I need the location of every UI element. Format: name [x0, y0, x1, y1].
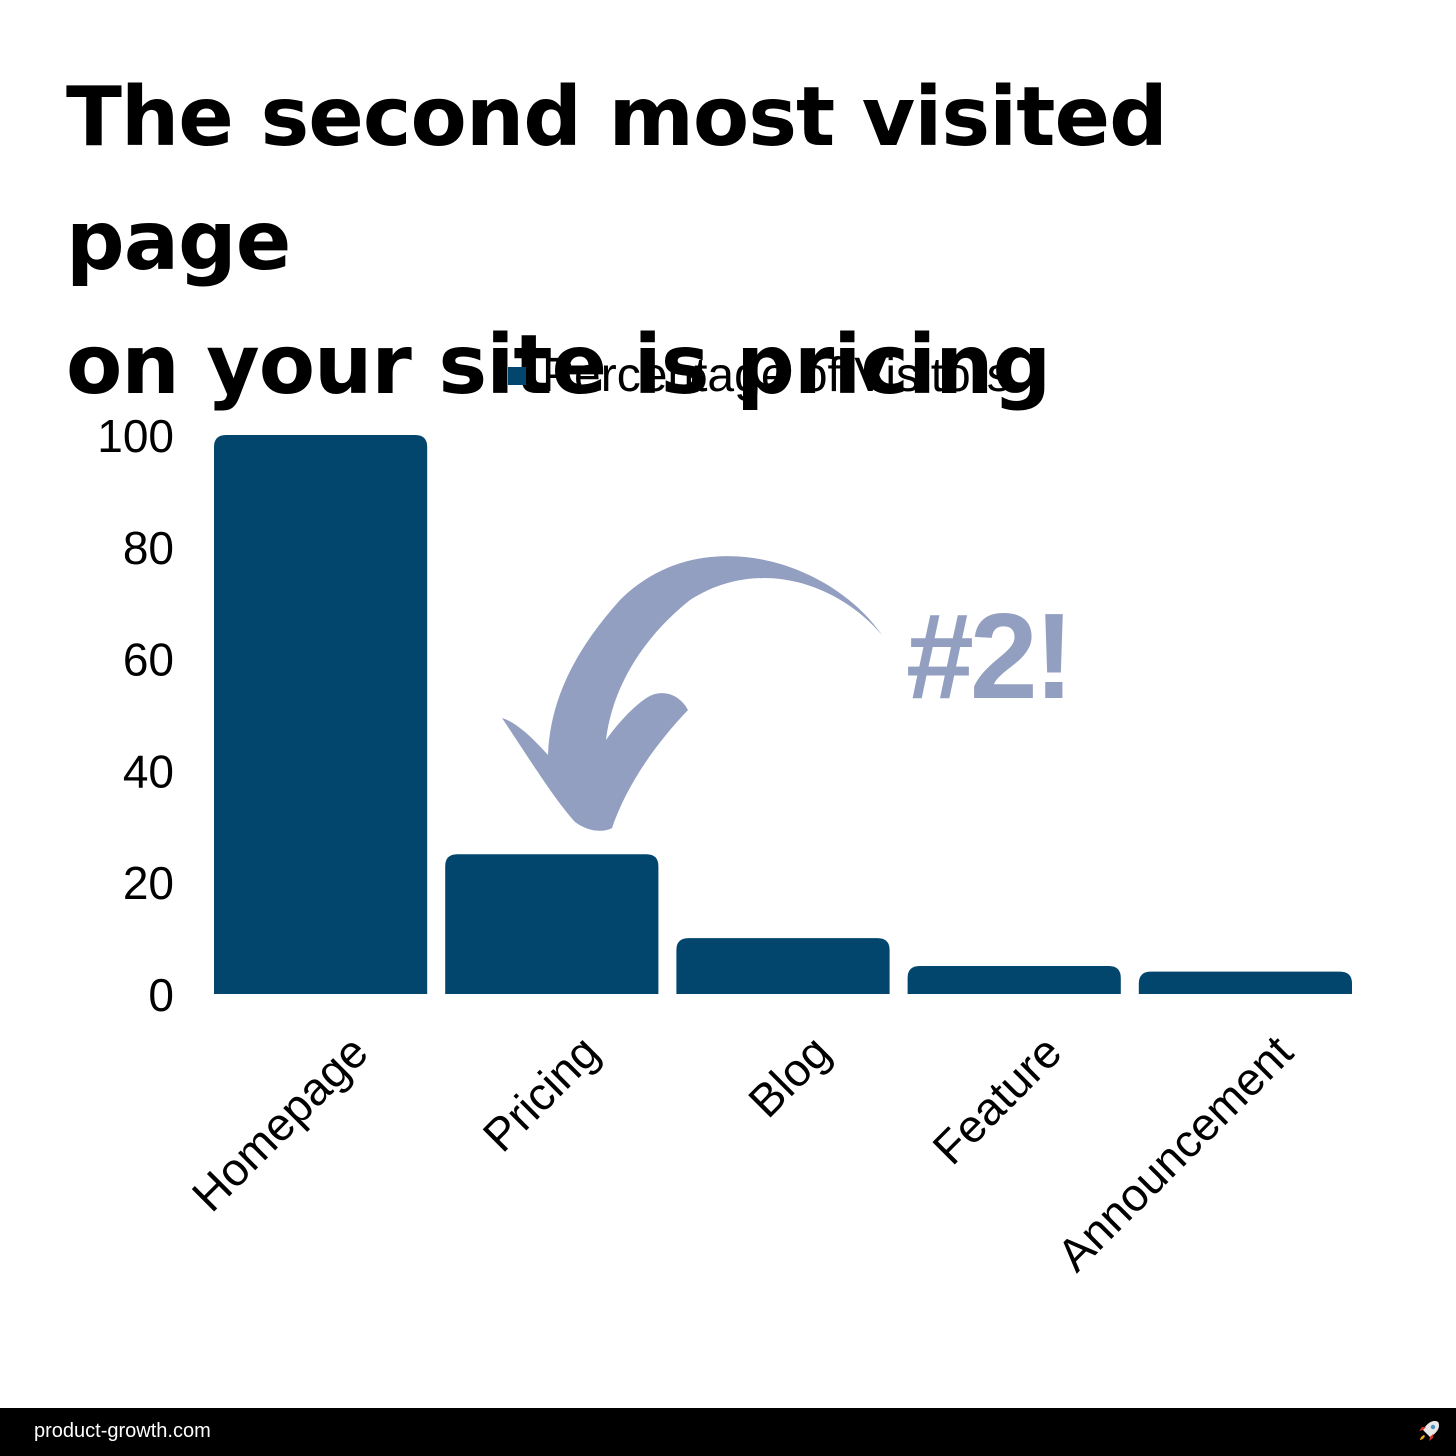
bar-feature [907, 966, 1121, 994]
rocket-icon [1419, 1421, 1439, 1441]
bar-announcement [1138, 971, 1352, 994]
bar-pricing [445, 854, 659, 994]
y-tick-label: 0 [148, 969, 174, 1021]
bars [214, 435, 1352, 994]
y-axis: 0 20 40 60 80 100 [97, 410, 174, 1021]
page-title: The second most visited page on your sit… [66, 56, 1396, 428]
x-tick-label: Homepage [182, 1025, 378, 1221]
x-tick-label: Announcement [1047, 1025, 1303, 1281]
bar-homepage [214, 435, 428, 994]
x-tick-label: Blog [738, 1025, 840, 1127]
y-tick-label: 100 [97, 410, 174, 462]
footer-site-link[interactable]: product-growth.com [34, 1420, 211, 1442]
title-line-2: on your site is pricing [66, 318, 1051, 413]
title-line-1: The second most visited page [66, 70, 1168, 289]
x-tick-label: Pricing [473, 1025, 609, 1161]
legend: Percentage of Visitors [508, 349, 1011, 402]
y-tick-label: 80 [123, 522, 174, 574]
legend-label: Percentage of Visitors [542, 349, 1011, 402]
x-tick-label: Feature [922, 1025, 1071, 1174]
curved-arrow-icon [502, 556, 882, 831]
footer-bar: product-growth.com [0, 1408, 1456, 1456]
y-tick-label: 20 [123, 857, 174, 909]
bar-blog [676, 938, 890, 994]
annotation-label: #2! [906, 588, 1070, 724]
annotation: #2! [502, 556, 1074, 831]
y-tick-label: 40 [123, 745, 174, 797]
bar-chart: Percentage of Visitors 0 20 40 60 80 100 Home… [97, 349, 1352, 1281]
y-tick-label: 60 [123, 634, 174, 686]
legend-swatch [508, 367, 526, 385]
